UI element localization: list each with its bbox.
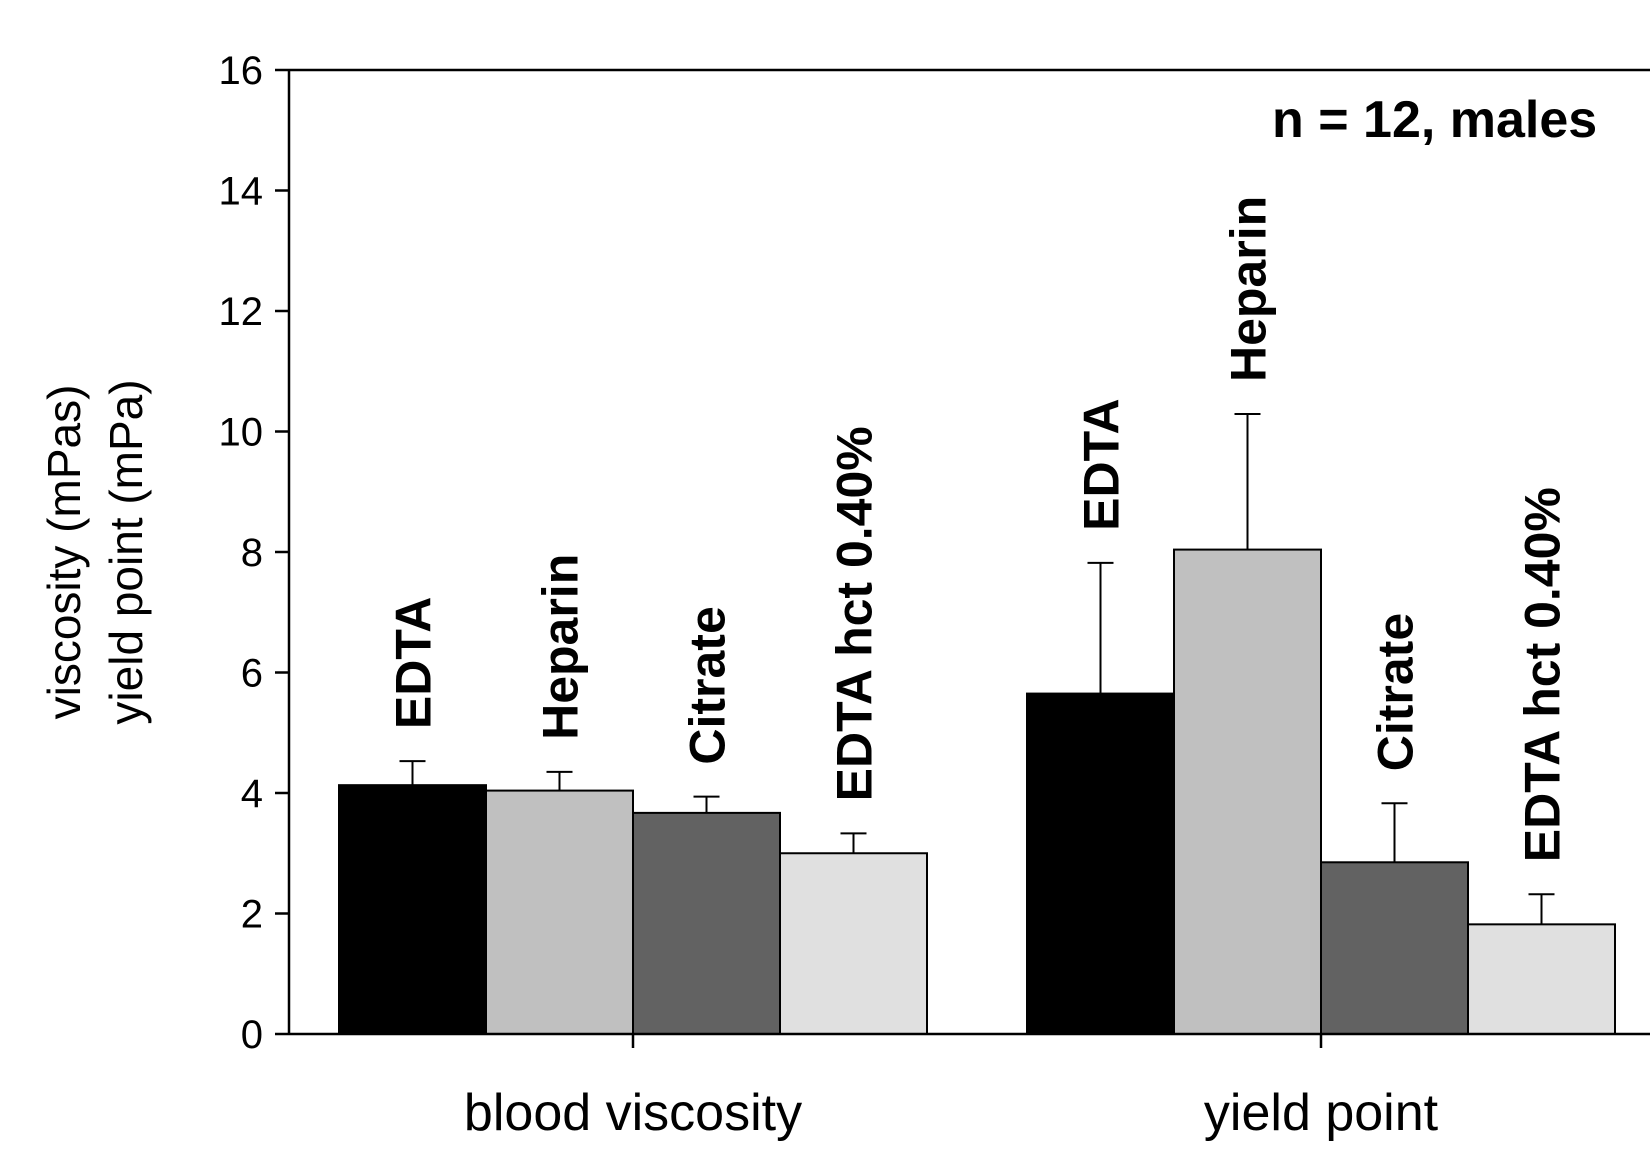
bar-label-yield-point-series-3: EDTA hct 0.40% <box>1515 487 1571 862</box>
y-axis-label-line2: yield point (mPa) <box>100 379 152 724</box>
bar-label-yield-point-series-1: Heparin <box>1221 196 1277 382</box>
bar-blood-viscosity-series-1 <box>485 789 634 1036</box>
bar-label-blood-viscosity-series-2: Citrate <box>680 606 736 764</box>
y-axis-label-line1: viscosity (mPas) <box>38 385 90 720</box>
y-axis-ticks: 0 2 4 6 8 10 12 14 16 <box>219 49 289 1057</box>
y-tick-label: 16 <box>219 49 264 93</box>
bar-blood-viscosity-series-2 <box>632 811 781 1035</box>
category-label-blood-viscosity: blood viscosity <box>464 1084 802 1142</box>
y-tick-label: 14 <box>219 170 264 214</box>
bar-label-blood-viscosity-series-3: EDTA hct 0.40% <box>827 426 883 801</box>
y-tick-label: 4 <box>241 772 263 816</box>
y-tick-label: 12 <box>219 290 264 334</box>
bar-label-yield-point-series-2: Citrate <box>1368 613 1424 771</box>
bars <box>338 413 1616 1036</box>
sample-annotation: n = 12, males <box>1272 91 1597 149</box>
bar-label-yield-point-series-0: EDTA <box>1074 398 1130 530</box>
bar-yield-point-series-3 <box>1467 923 1616 1035</box>
y-tick-label: 0 <box>241 1013 263 1057</box>
bar-yield-point-series-1 <box>1173 548 1322 1036</box>
bar-blood-viscosity-series-3 <box>779 852 928 1035</box>
y-tick-label: 10 <box>219 411 264 455</box>
y-tick-label: 2 <box>241 893 263 937</box>
bar-yield-point-series-0 <box>1026 692 1175 1036</box>
bar-blood-viscosity-series-0 <box>338 784 487 1035</box>
bar-label-blood-viscosity-series-1: Heparin <box>533 554 589 740</box>
bar-yield-point-series-2 <box>1320 861 1469 1035</box>
category-label-yield-point: yield point <box>1204 1084 1439 1142</box>
y-tick-label: 6 <box>241 652 263 696</box>
bar-labels: EDTA EDTA Heparin Heparin Citrate Citrate EDTA… <box>386 196 1571 862</box>
y-tick-label: 8 <box>241 531 263 575</box>
bar-label-blood-viscosity-series-0: EDTA <box>386 597 442 729</box>
